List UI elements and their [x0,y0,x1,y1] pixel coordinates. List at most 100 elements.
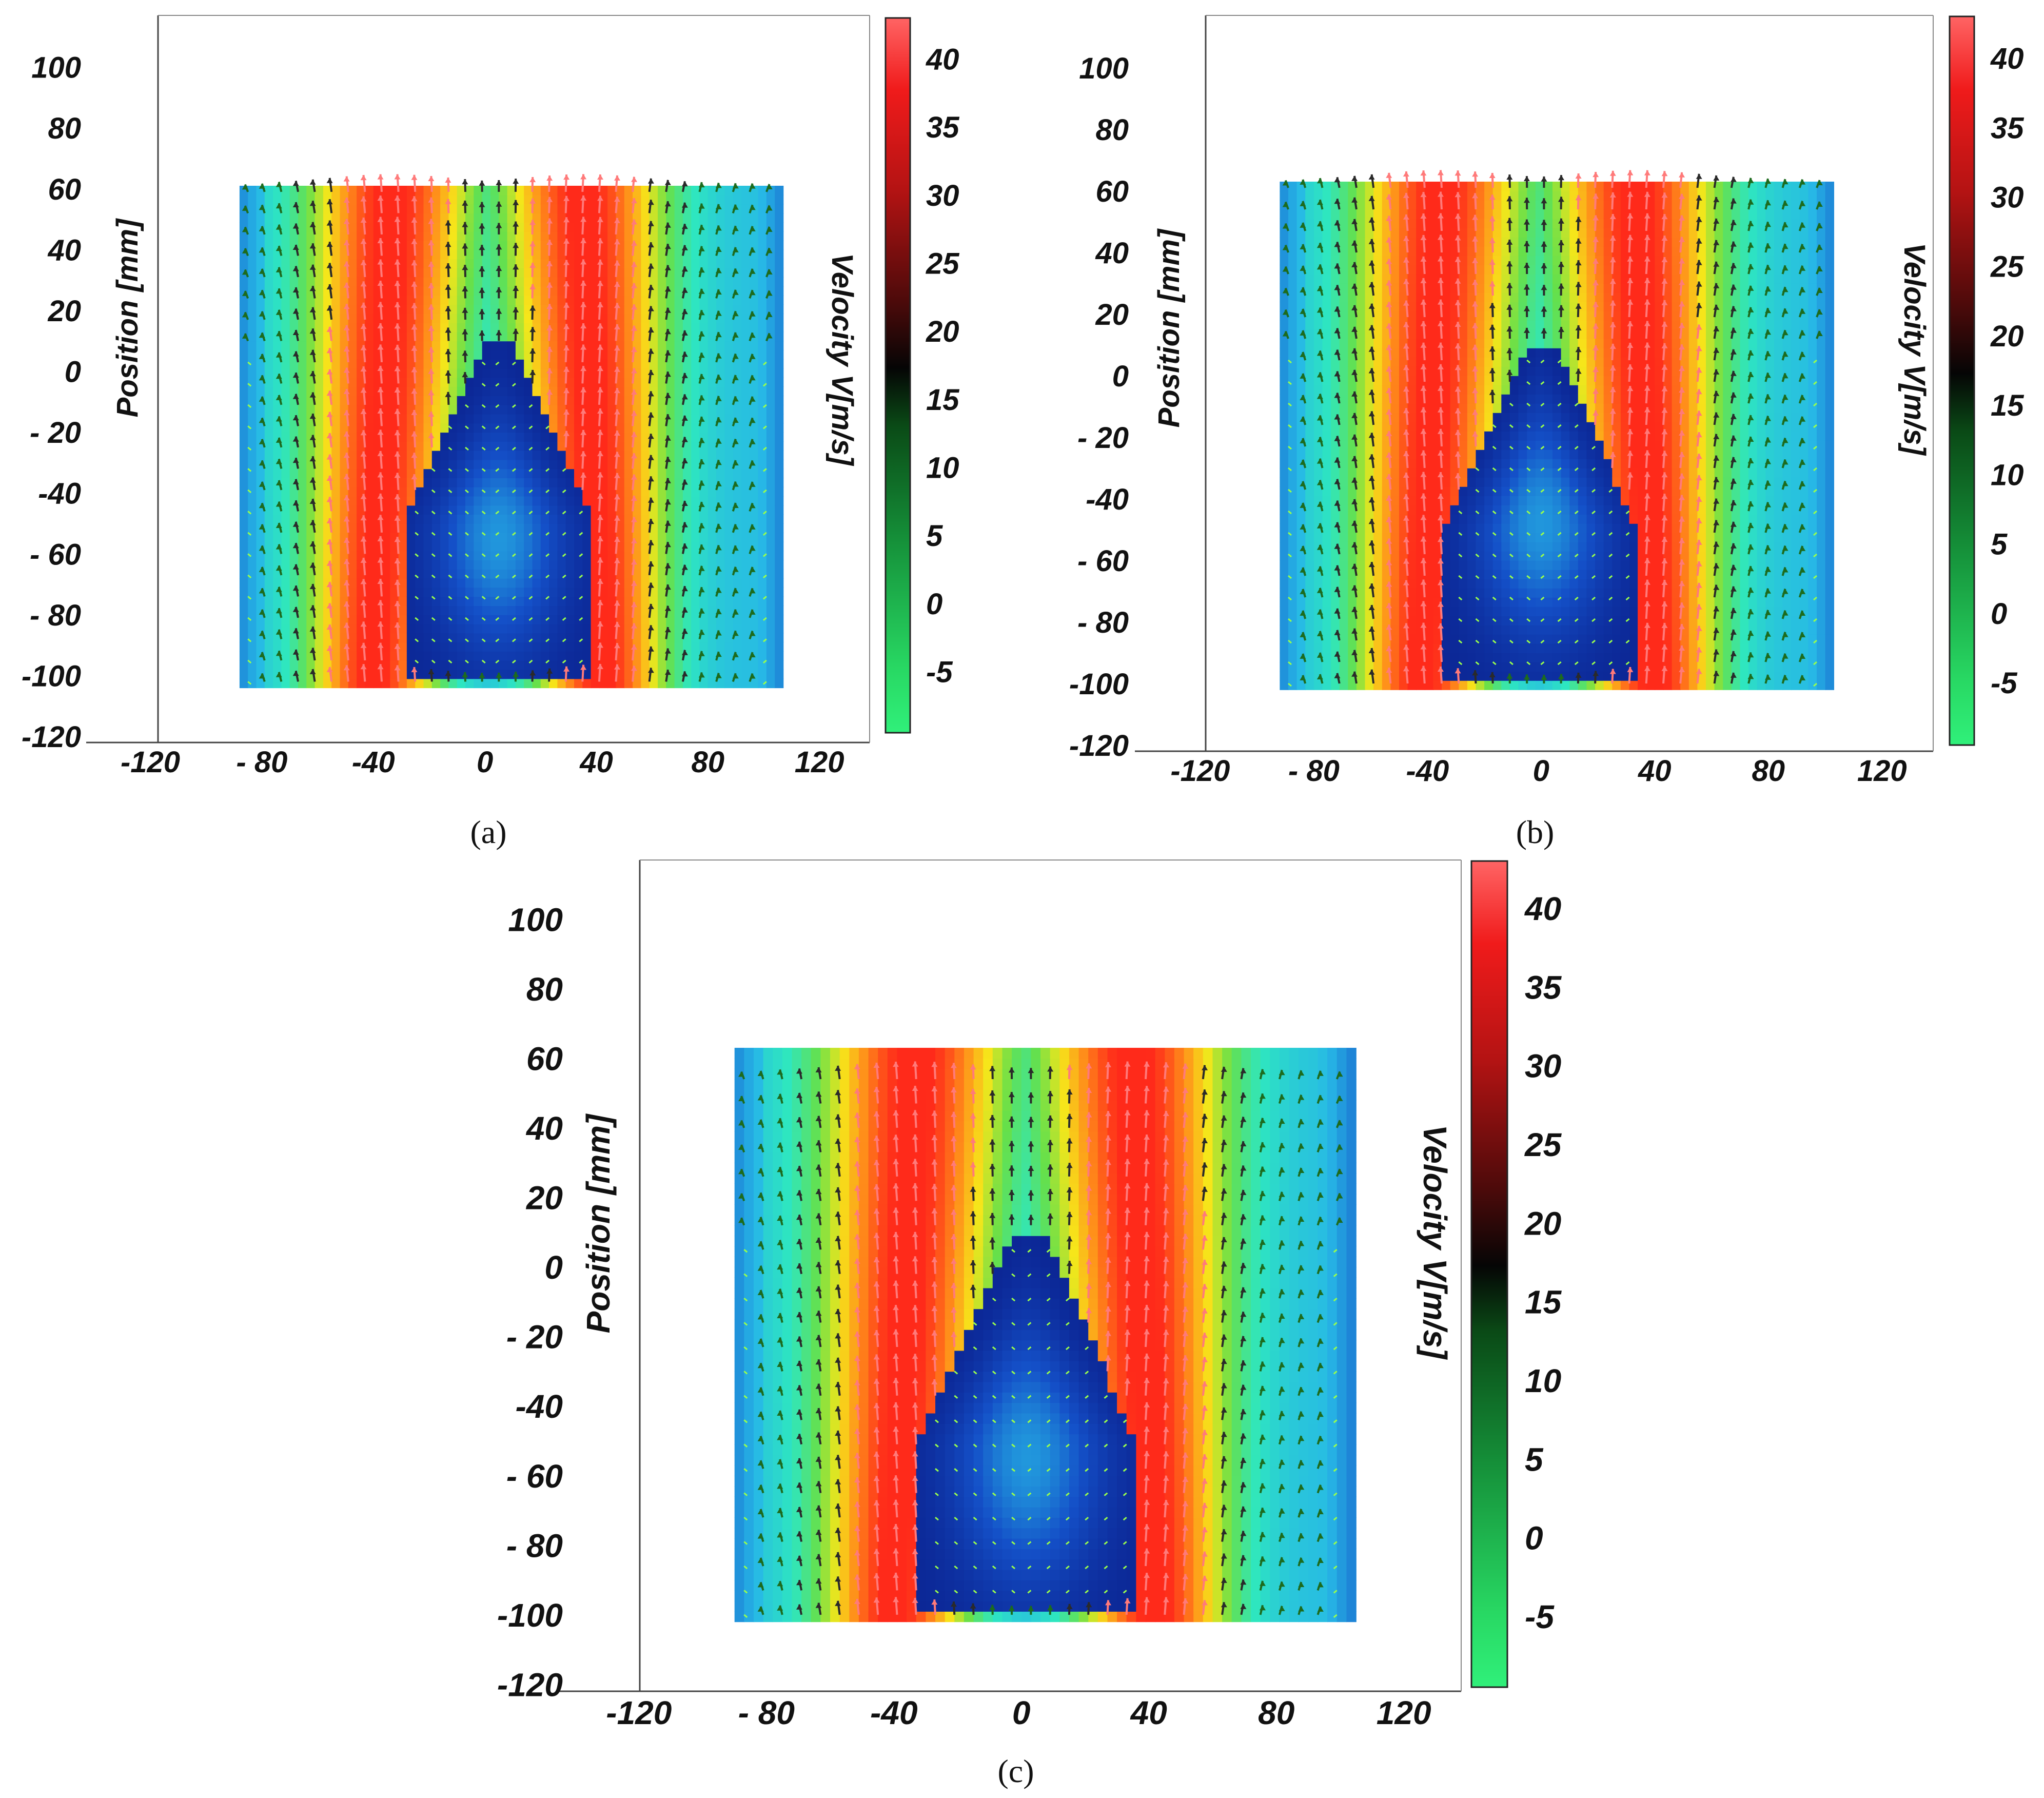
field-cell [716,642,725,652]
field-cell [707,633,717,643]
field-cell [373,651,382,661]
field-cell [741,441,751,451]
field-cell [440,615,449,624]
field-cell [766,459,775,470]
field-cell [298,678,307,689]
colorbar [885,17,911,734]
field-cell [532,523,541,533]
field-cell [607,286,617,296]
field-cell [298,259,307,268]
field-cell [248,322,257,333]
field-cell [666,295,675,305]
field-cell [365,623,374,634]
field-cell [641,642,650,652]
field-cell [448,605,458,615]
field-cell [315,295,324,305]
field-cell [348,341,357,350]
field-cell [248,487,257,497]
field-cell [331,322,341,333]
field-cell [565,487,575,497]
field-cell [557,633,566,643]
field-cell [423,651,433,661]
field-cell [624,505,633,515]
field-cell [524,587,533,597]
field-cell [682,660,692,670]
field-cell [766,396,775,405]
field-cell [331,678,341,689]
field-cell [499,231,508,241]
field-cell [607,496,617,506]
field-cell [724,268,734,278]
field-cell [724,496,734,506]
field-cell [323,186,332,196]
field-cell [674,231,683,241]
field-cell [482,514,491,524]
field-cell [298,615,307,624]
field-cell [532,404,541,415]
field-cell [741,377,751,387]
field-cell [766,660,775,670]
field-cell [264,213,273,223]
colorbar-label: Velocity V[m/s] [826,253,859,466]
field-cell [499,377,508,387]
field-cell [448,396,458,405]
field-cell [565,623,575,634]
field-cell [315,450,324,460]
field-cell [707,478,717,487]
field-cell [607,194,617,205]
field-cell [431,277,441,287]
field-cell [431,204,441,214]
field-cell [658,350,667,360]
field-cell [398,678,407,689]
field-cell [574,514,583,524]
field-cell [331,194,341,205]
field-cell [549,487,558,497]
field-cell [315,314,324,323]
field-cell [474,651,483,661]
field-cell [557,523,566,533]
x-tick-label: 80 [692,746,725,779]
field-cell [306,468,316,478]
field-cell [490,341,500,350]
field-cell [298,642,307,652]
field-cell [490,213,500,223]
field-cell [775,505,784,515]
field-cell [406,514,416,524]
field-cell [624,560,633,570]
field-cell [565,633,575,643]
field-cell [298,204,307,214]
field-cell [750,404,759,415]
field-cell [457,213,466,223]
field-cell [264,396,273,405]
field-cell [674,404,683,415]
field-cell [382,669,391,679]
field-cell [365,551,374,561]
field-cell [440,642,449,652]
velocity-arrowhead [394,174,401,180]
field-cell [557,642,566,652]
field-cell [741,578,751,588]
field-cell [281,569,290,579]
field-cell [406,551,416,561]
field-cell [415,377,424,387]
field-cell [474,386,483,396]
field-cell [582,678,592,689]
field-cell [557,350,566,360]
field-cell [440,560,449,570]
y-tick-label: 60 [48,173,81,206]
field-cell [699,450,709,460]
field-cell [281,350,290,360]
field-cell [365,441,374,451]
field-cell [448,314,458,323]
field-cell [766,669,775,679]
field-cell [256,596,265,606]
field-cell [766,596,775,606]
field-cell [682,213,692,223]
field-cell [524,514,533,524]
field-cell [674,331,683,342]
field-cell [323,314,332,323]
field-cell [641,578,650,588]
field-cell [440,523,449,533]
field-cell [431,605,441,615]
field-cell [340,569,349,579]
